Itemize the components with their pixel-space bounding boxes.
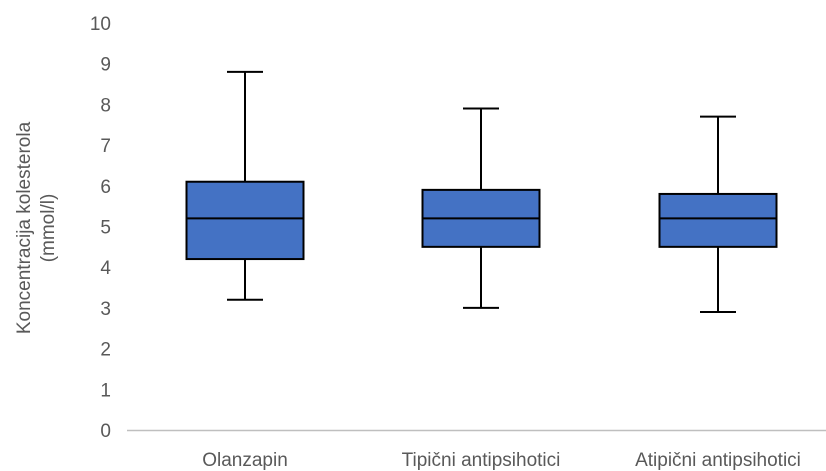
y-tick-label: 2 [100, 340, 111, 361]
y-tick-labels: 0 1 2 3 4 5 6 7 8 9 10 [90, 14, 112, 442]
iqr-box [658, 192, 778, 248]
box-1 [185, 70, 305, 301]
iqr-box [185, 180, 305, 261]
y-tick-label: 0 [100, 421, 111, 442]
y-tick-label: 4 [100, 258, 111, 279]
category-label: Atipični antipsihotici [635, 450, 801, 471]
y-tick-label: 8 [100, 95, 111, 116]
y-axis-title-line2: (mmol/l) [38, 194, 59, 263]
y-axis-title-line1: Koncentracija kolesterola [14, 121, 35, 334]
y-tick-label: 3 [100, 299, 111, 320]
box-2 [421, 107, 541, 309]
plot-area [185, 70, 778, 313]
category-label: Olanzapin [202, 450, 288, 471]
category-labels: Olanzapin Tipični antipsihotici Atipični a… [202, 450, 801, 471]
y-tick-label: 7 [100, 136, 111, 157]
y-tick-label: 6 [100, 177, 111, 198]
category-label: Tipični antipsihotici [402, 450, 561, 471]
y-tick-label: 9 [100, 55, 111, 76]
y-tick-label: 5 [100, 218, 111, 239]
y-axis-title: Koncentracija kolesterola (mmol/l) [14, 121, 59, 334]
y-tick-label: 10 [90, 14, 111, 35]
y-tick-label: 1 [100, 380, 111, 401]
box-3 [658, 115, 778, 313]
